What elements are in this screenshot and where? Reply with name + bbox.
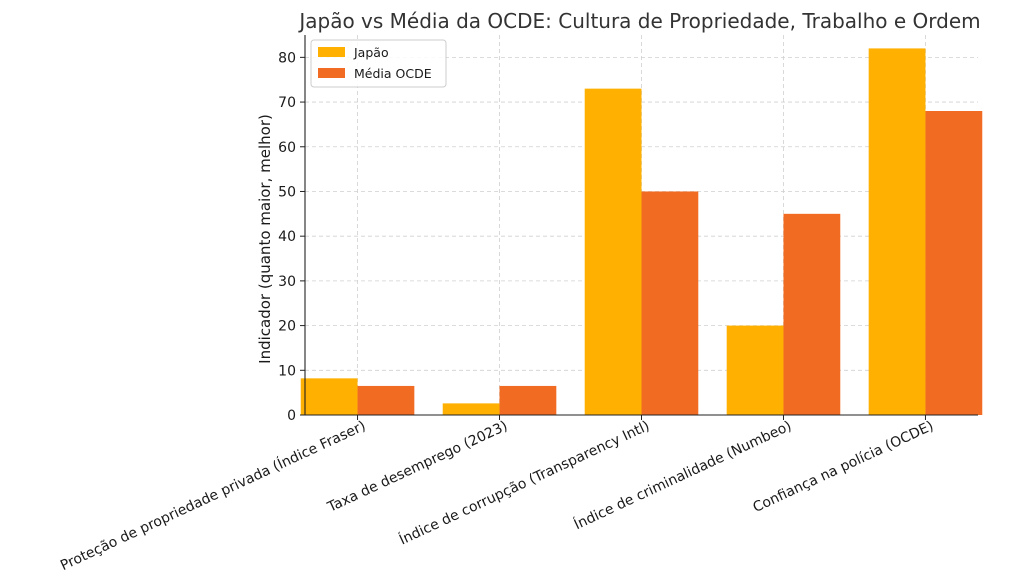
- legend-label-japao: Japão: [353, 45, 389, 60]
- legend-swatch-media-ocde: [318, 68, 345, 78]
- y-tick-label-1: 10: [278, 363, 296, 379]
- bar-media-ocde-2: [641, 191, 699, 415]
- bar-japao-2: [584, 88, 642, 415]
- legend: Japão Média OCDE: [310, 39, 447, 88]
- y-tick-label-7: 70: [278, 95, 296, 111]
- y-tick-label-2: 20: [278, 319, 296, 335]
- y-ticks: 0 10 20 30 40 50 60 70 80: [278, 50, 305, 424]
- bar-media-ocde-0: [357, 385, 415, 415]
- bar-media-ocde-4: [925, 111, 983, 415]
- legend-swatch-japao: [318, 47, 345, 57]
- x-tick-label-3: Índice de criminalidade (Numbeo): [571, 417, 794, 533]
- y-tick-label-4: 40: [278, 229, 296, 245]
- y-axis-label: Indicador (quanto maior, melhor): [256, 114, 274, 364]
- x-ticks: Proteção de propriedade privada (Índice …: [58, 415, 936, 574]
- bars-layer: [300, 48, 983, 415]
- bar-japao-4: [868, 48, 926, 415]
- bar-media-ocde-1: [499, 385, 557, 415]
- legend-label-media-ocde: Média OCDE: [354, 66, 432, 81]
- bar-japao-1: [442, 403, 500, 415]
- x-tick-label-0: Proteção de propriedade privada (Índice …: [58, 417, 369, 574]
- y-tick-label-3: 30: [278, 274, 296, 290]
- y-tick-label-8: 80: [278, 50, 296, 66]
- x-tick-label-2: Índice de corrupção (Transparency Intl): [396, 417, 652, 548]
- y-tick-label-0: 0: [287, 408, 296, 424]
- y-tick-label-5: 50: [278, 184, 296, 200]
- y-tick-label-6: 60: [278, 140, 296, 156]
- bar-japao-0: [300, 378, 358, 415]
- bar-japao-3: [726, 325, 784, 415]
- bar-media-ocde-3: [783, 213, 841, 415]
- chart-title: Japão vs Média da OCDE: Cultura de Propr…: [297, 9, 980, 33]
